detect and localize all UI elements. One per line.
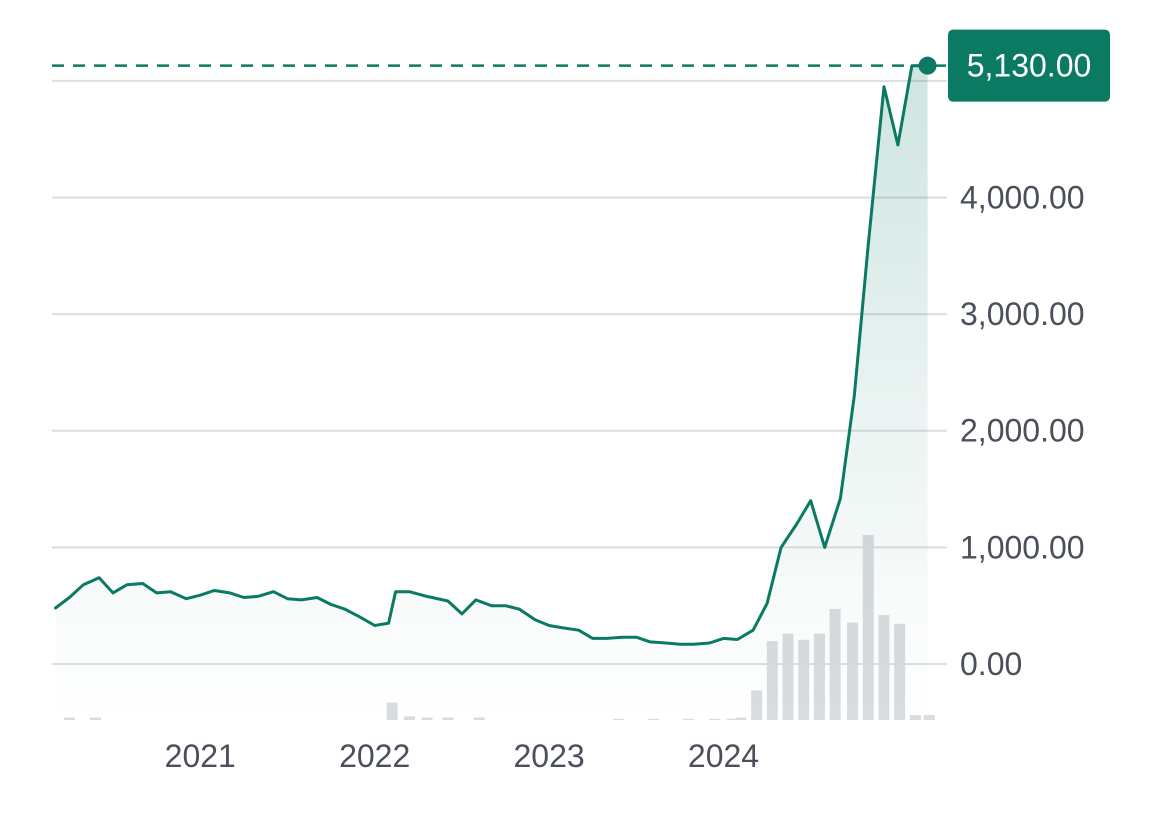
y-tick-label: 3,000.00 [960, 296, 1085, 332]
x-tick-label: 2023 [513, 738, 584, 774]
y-tick-label: 1,000.00 [960, 529, 1085, 565]
price-area [55, 65, 928, 720]
x-tick-label: 2021 [165, 738, 236, 774]
x-axis-labels: 2021 2022 2023 2024 [165, 738, 759, 774]
volume-bar [923, 715, 935, 720]
y-tick-label: 0.00 [960, 646, 1022, 682]
current-price-badge: 5,130.00 [948, 29, 1110, 102]
current-price-dot [918, 56, 937, 75]
price-line [54, 64, 930, 646]
current-price-badge-bg [948, 29, 1110, 102]
x-tick-label: 2024 [688, 738, 759, 774]
current-price-label: 5,130.00 [967, 48, 1092, 84]
y-axis-labels: 0.00 1,000.00 2,000.00 3,000.00 4,000.00 [960, 179, 1085, 682]
y-tick-label: 4,000.00 [960, 179, 1085, 215]
y-tick-label: 2,000.00 [960, 413, 1085, 449]
x-tick-label: 2022 [339, 738, 410, 774]
